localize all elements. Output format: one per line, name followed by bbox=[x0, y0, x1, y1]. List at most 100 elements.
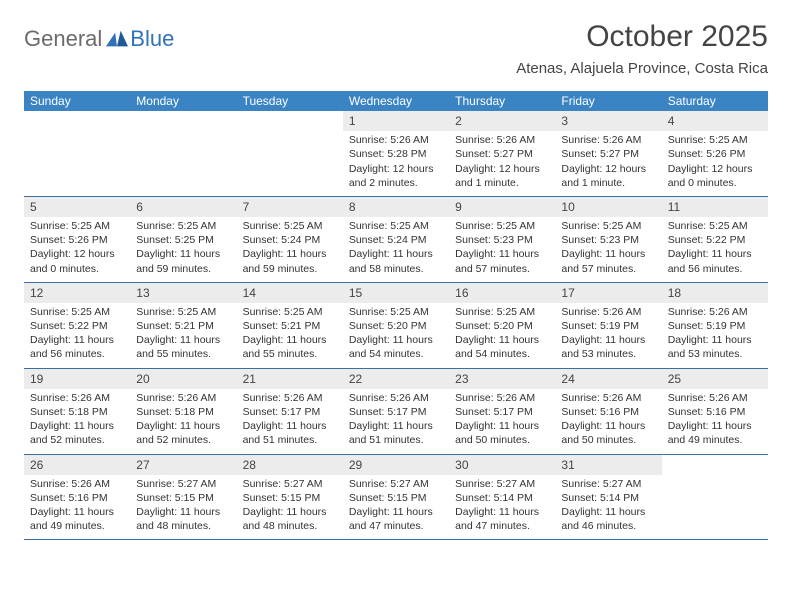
day-cell: 21Sunrise: 5:26 AMSunset: 5:17 PMDayligh… bbox=[237, 369, 343, 454]
day-number: 20 bbox=[130, 369, 236, 389]
sunset-text: Sunset: 5:16 PM bbox=[668, 405, 762, 419]
day-body: Sunrise: 5:27 AMSunset: 5:15 PMDaylight:… bbox=[237, 475, 343, 540]
day-body: Sunrise: 5:25 AMSunset: 5:24 PMDaylight:… bbox=[237, 217, 343, 282]
day-cell: 12Sunrise: 5:25 AMSunset: 5:22 PMDayligh… bbox=[24, 283, 130, 368]
day-number: 22 bbox=[343, 369, 449, 389]
weekday-header-row: Sunday Monday Tuesday Wednesday Thursday… bbox=[24, 91, 768, 111]
sunrise-text: Sunrise: 5:27 AM bbox=[243, 477, 337, 491]
day-body: Sunrise: 5:26 AMSunset: 5:17 PMDaylight:… bbox=[343, 389, 449, 454]
page: General Blue October 2025 Atenas, Alajue… bbox=[0, 0, 792, 560]
day-number: 28 bbox=[237, 455, 343, 475]
sunrise-text: Sunrise: 5:26 AM bbox=[349, 133, 443, 147]
day-cell: 23Sunrise: 5:26 AMSunset: 5:17 PMDayligh… bbox=[449, 369, 555, 454]
daylight-text: Daylight: 11 hours and 59 minutes. bbox=[243, 247, 337, 275]
day-cell: 1Sunrise: 5:26 AMSunset: 5:28 PMDaylight… bbox=[343, 111, 449, 196]
day-body: Sunrise: 5:26 AMSunset: 5:16 PMDaylight:… bbox=[555, 389, 661, 454]
day-number: 19 bbox=[24, 369, 130, 389]
sunrise-text: Sunrise: 5:25 AM bbox=[349, 219, 443, 233]
day-number: 30 bbox=[449, 455, 555, 475]
sunrise-text: Sunrise: 5:25 AM bbox=[455, 305, 549, 319]
daylight-text: Daylight: 11 hours and 53 minutes. bbox=[561, 333, 655, 361]
day-number: 27 bbox=[130, 455, 236, 475]
daylight-text: Daylight: 11 hours and 50 minutes. bbox=[561, 419, 655, 447]
header: General Blue October 2025 Atenas, Alajue… bbox=[24, 20, 768, 77]
daylight-text: Daylight: 11 hours and 57 minutes. bbox=[561, 247, 655, 275]
day-body: Sunrise: 5:25 AMSunset: 5:25 PMDaylight:… bbox=[130, 217, 236, 282]
day-cell: 2Sunrise: 5:26 AMSunset: 5:27 PMDaylight… bbox=[449, 111, 555, 196]
day-cell: 19Sunrise: 5:26 AMSunset: 5:18 PMDayligh… bbox=[24, 369, 130, 454]
sunset-text: Sunset: 5:15 PM bbox=[349, 491, 443, 505]
location-text: Atenas, Alajuela Province, Costa Rica bbox=[516, 60, 768, 77]
day-number: 10 bbox=[555, 197, 661, 217]
week-row: 1Sunrise: 5:26 AMSunset: 5:28 PMDaylight… bbox=[24, 111, 768, 197]
sunset-text: Sunset: 5:15 PM bbox=[243, 491, 337, 505]
daylight-text: Daylight: 11 hours and 48 minutes. bbox=[243, 505, 337, 533]
day-body: Sunrise: 5:26 AMSunset: 5:27 PMDaylight:… bbox=[555, 131, 661, 196]
day-cell bbox=[130, 111, 236, 196]
sunset-text: Sunset: 5:27 PM bbox=[455, 147, 549, 161]
day-number: 12 bbox=[24, 283, 130, 303]
daylight-text: Daylight: 12 hours and 0 minutes. bbox=[668, 162, 762, 190]
month-title: October 2025 bbox=[516, 20, 768, 54]
day-cell: 3Sunrise: 5:26 AMSunset: 5:27 PMDaylight… bbox=[555, 111, 661, 196]
sunrise-text: Sunrise: 5:26 AM bbox=[561, 391, 655, 405]
week-row: 26Sunrise: 5:26 AMSunset: 5:16 PMDayligh… bbox=[24, 455, 768, 541]
sunset-text: Sunset: 5:21 PM bbox=[243, 319, 337, 333]
sunset-text: Sunset: 5:17 PM bbox=[455, 405, 549, 419]
sunrise-text: Sunrise: 5:26 AM bbox=[455, 133, 549, 147]
day-cell: 16 Sunrise: 5:25 AMSunset: 5:20 PMDayligh… bbox=[449, 283, 555, 368]
day-cell: 22Sunrise: 5:26 AMSunset: 5:17 PMDayligh… bbox=[343, 369, 449, 454]
week-row: 12Sunrise: 5:25 AMSunset: 5:22 PMDayligh… bbox=[24, 283, 768, 369]
day-number: 23 bbox=[449, 369, 555, 389]
day-body: Sunrise: 5:26 AMSunset: 5:16 PMDaylight:… bbox=[662, 389, 768, 454]
day-cell: 5Sunrise: 5:25 AMSunset: 5:26 PMDaylight… bbox=[24, 197, 130, 282]
sunset-text: Sunset: 5:20 PM bbox=[455, 319, 549, 333]
sunset-text: Sunset: 5:16 PM bbox=[30, 491, 124, 505]
sunrise-text: Sunrise: 5:26 AM bbox=[243, 391, 337, 405]
daylight-text: Daylight: 11 hours and 47 minutes. bbox=[349, 505, 443, 533]
day-cell: 13Sunrise: 5:25 AMSunset: 5:21 PMDayligh… bbox=[130, 283, 236, 368]
sunrise-text: Sunrise: 5:25 AM bbox=[136, 219, 230, 233]
sunset-text: Sunset: 5:20 PM bbox=[349, 319, 443, 333]
day-body: Sunrise: 5:26 AMSunset: 5:18 PMDaylight:… bbox=[130, 389, 236, 454]
daylight-text: Daylight: 11 hours and 54 minutes. bbox=[349, 333, 443, 361]
sunset-text: Sunset: 5:26 PM bbox=[30, 233, 124, 247]
daylight-text: Daylight: 11 hours and 52 minutes. bbox=[136, 419, 230, 447]
sunrise-text: Sunrise: 5:25 AM bbox=[561, 219, 655, 233]
day-body: Sunrise: 5:25 AMSunset: 5:22 PMDaylight:… bbox=[662, 217, 768, 282]
weekday-header: Thursday bbox=[449, 91, 555, 111]
day-number: 15 bbox=[343, 283, 449, 303]
sunrise-text: Sunrise: 5:25 AM bbox=[30, 219, 124, 233]
sunset-text: Sunset: 5:24 PM bbox=[349, 233, 443, 247]
day-number: 16 bbox=[449, 283, 555, 303]
day-number: 13 bbox=[130, 283, 236, 303]
day-cell bbox=[24, 111, 130, 196]
day-number: 31 bbox=[555, 455, 661, 475]
weeks-container: 1Sunrise: 5:26 AMSunset: 5:28 PMDaylight… bbox=[24, 111, 768, 540]
daylight-text: Daylight: 11 hours and 54 minutes. bbox=[455, 333, 549, 361]
sunrise-text: Sunrise: 5:27 AM bbox=[349, 477, 443, 491]
daylight-text: Daylight: 11 hours and 56 minutes. bbox=[30, 333, 124, 361]
day-number: 25 bbox=[662, 369, 768, 389]
day-body: Sunrise: 5:25 AMSunset: 5:20 PMDaylight:… bbox=[343, 303, 449, 368]
sunrise-text: Sunrise: 5:25 AM bbox=[349, 305, 443, 319]
sunset-text: Sunset: 5:28 PM bbox=[349, 147, 443, 161]
daylight-text: Daylight: 11 hours and 50 minutes. bbox=[455, 419, 549, 447]
day-body: Sunrise: 5:25 AMSunset: 5:22 PMDaylight:… bbox=[24, 303, 130, 368]
sunset-text: Sunset: 5:22 PM bbox=[668, 233, 762, 247]
sunset-text: Sunset: 5:22 PM bbox=[30, 319, 124, 333]
daylight-text: Daylight: 11 hours and 52 minutes. bbox=[30, 419, 124, 447]
day-body: Sunrise: 5:27 AMSunset: 5:15 PMDaylight:… bbox=[130, 475, 236, 540]
day-body: Sunrise: 5:25 AMSunset: 5:26 PMDaylight:… bbox=[662, 131, 768, 196]
day-cell: 28Sunrise: 5:27 AMSunset: 5:15 PMDayligh… bbox=[237, 455, 343, 540]
daylight-text: Daylight: 11 hours and 49 minutes. bbox=[668, 419, 762, 447]
day-cell: 31Sunrise: 5:27 AMSunset: 5:14 PMDayligh… bbox=[555, 455, 661, 540]
sunrise-text: Sunrise: 5:25 AM bbox=[455, 219, 549, 233]
day-number bbox=[237, 111, 343, 115]
day-number: 2 bbox=[449, 111, 555, 131]
weekday-header: Monday bbox=[130, 91, 236, 111]
sunset-text: Sunset: 5:14 PM bbox=[561, 491, 655, 505]
sunrise-text: Sunrise: 5:26 AM bbox=[349, 391, 443, 405]
day-number: 11 bbox=[662, 197, 768, 217]
day-body: Sunrise: 5:27 AMSunset: 5:14 PMDaylight:… bbox=[555, 475, 661, 540]
